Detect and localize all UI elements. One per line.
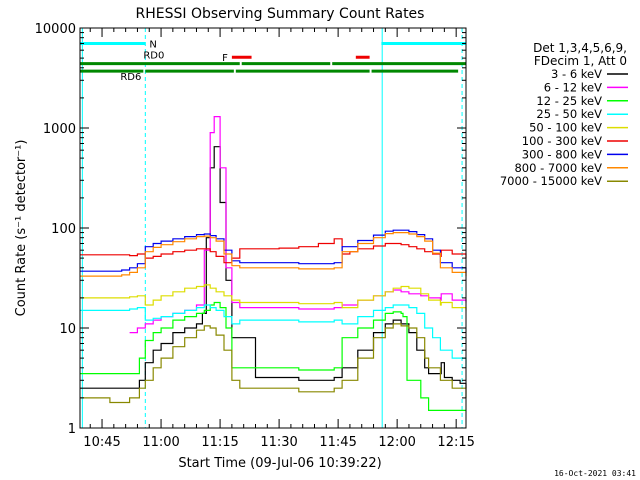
legend-entry-label: 12 - 25 keV bbox=[536, 94, 602, 108]
state-bar-label-f: F bbox=[222, 53, 228, 64]
legend-entry-label: 7000 - 15000 keV bbox=[500, 174, 602, 188]
y-tick-label: 1000 bbox=[43, 122, 76, 137]
legend-entry-label: 3 - 6 keV bbox=[551, 67, 602, 81]
state-bar-label-n: N bbox=[149, 39, 156, 50]
state-bar-label-rd0: RD0 bbox=[143, 51, 164, 62]
x-axis-label: Start Time (09-Jul-06 10:39:22) bbox=[178, 456, 381, 471]
x-tick-label: 11:30 bbox=[260, 435, 297, 450]
y-tick-label: 10000 bbox=[35, 22, 76, 37]
chart-title: RHESSI Observing Summary Count Rates bbox=[136, 6, 425, 22]
legend-entry-label: 6 - 12 keV bbox=[544, 80, 602, 94]
x-tick-label: 12:15 bbox=[437, 435, 474, 450]
series-line-8 bbox=[80, 232, 467, 277]
timestamp: 16-Oct-2021 03:41 bbox=[554, 469, 636, 478]
x-tick-label: 10:45 bbox=[83, 435, 120, 450]
x-tick-label: 12:00 bbox=[378, 435, 415, 450]
legend-header-line-1: Det 1,3,4,5,6,9, bbox=[533, 41, 627, 55]
y-tick-label: 10 bbox=[59, 322, 76, 337]
series-line-9 bbox=[80, 323, 467, 404]
x-tick-label: 11:45 bbox=[319, 435, 356, 450]
legend-entry-label: 800 - 7000 keV bbox=[514, 161, 602, 175]
series-line-6 bbox=[80, 238, 467, 264]
legend-entry-label: 100 - 300 keV bbox=[522, 134, 602, 148]
series-line-1 bbox=[80, 146, 467, 389]
series-line-5 bbox=[80, 284, 467, 311]
series-line-4 bbox=[80, 304, 467, 368]
legend-header-line-2: FDecim 1, Att 0 bbox=[534, 54, 627, 68]
y-tick-label: 1 bbox=[68, 422, 76, 437]
legend-entry-label: 50 - 100 keV bbox=[529, 121, 602, 135]
x-tick-label: 11:15 bbox=[201, 435, 238, 450]
legend-entry-label: 300 - 800 keV bbox=[522, 147, 602, 161]
legend: Det 1,3,4,5,6,9, FDecim 1, Att 0 3 - 6 k… bbox=[500, 41, 628, 188]
x-tick-label: 11:00 bbox=[142, 435, 179, 450]
y-tick-label: 100 bbox=[51, 222, 76, 237]
series-line-3 bbox=[80, 301, 466, 411]
axes: 10:45 11:00 11:15 11:30 11:45 12:00 12:15 1 10 10… bbox=[35, 22, 475, 450]
state-bar-label-rd6: RD6 bbox=[120, 72, 141, 83]
y-axis-label: Count Rate (s⁻¹ detector⁻¹) bbox=[14, 140, 29, 317]
legend-entry-label: 25 - 50 keV bbox=[536, 107, 602, 121]
